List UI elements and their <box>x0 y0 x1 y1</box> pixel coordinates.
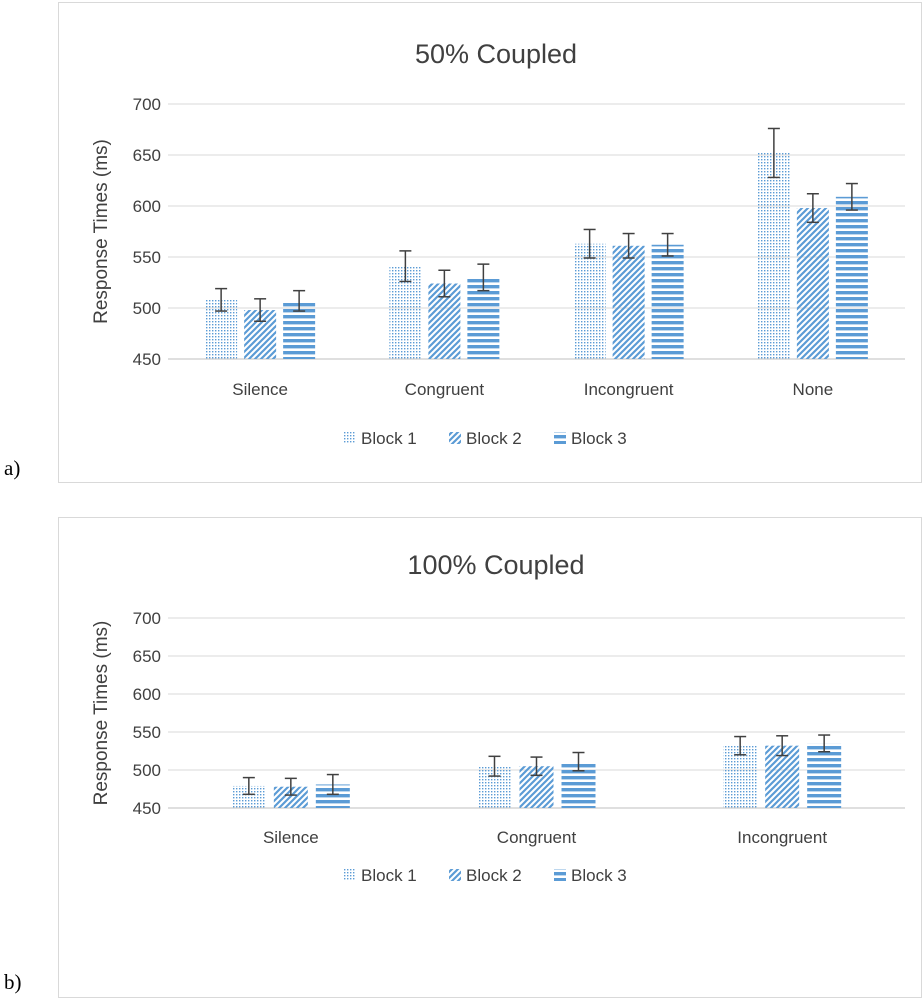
category-label: Congruent <box>497 828 577 847</box>
chart-panel-a: 50% Coupled 450 500 550 600 650 700 Response Ti… <box>58 2 922 483</box>
legend-swatch <box>554 432 566 444</box>
bar <box>612 245 645 359</box>
category-label: Silence <box>232 380 288 399</box>
panel-label-b: b) <box>4 970 22 994</box>
chart-title: 100% Coupled <box>407 550 584 580</box>
bar <box>835 196 868 359</box>
category-label: Congruent <box>405 380 485 399</box>
legend-label: Block 2 <box>466 866 522 885</box>
y-tick-label: 700 <box>133 95 161 114</box>
category-label: Incongruent <box>584 380 674 399</box>
y-tick-label: 700 <box>133 609 161 628</box>
y-tick-label: 450 <box>133 799 161 818</box>
y-axis-label: Response Times (ms) <box>91 139 112 324</box>
legend-label: Block 3 <box>571 429 627 448</box>
y-axis-label: Response Times (ms) <box>91 621 112 806</box>
legend-swatch <box>554 869 566 881</box>
category-label: None <box>793 380 834 399</box>
panel-label-a: a) <box>4 456 21 480</box>
chart-title: 50% Coupled <box>415 39 577 69</box>
legend-swatch <box>449 432 461 444</box>
legend-label: Block 1 <box>361 429 417 448</box>
y-tick-label: 500 <box>133 761 161 780</box>
bar <box>723 745 758 808</box>
y-tick-label: 550 <box>133 723 161 742</box>
bar <box>651 244 684 359</box>
bar <box>273 786 308 808</box>
y-tick-label: 600 <box>133 197 161 216</box>
bar <box>315 784 350 808</box>
legend-label: Block 3 <box>571 866 627 885</box>
y-tick-label: 600 <box>133 685 161 704</box>
legend-label: Block 2 <box>466 429 522 448</box>
bar <box>573 243 606 359</box>
category-label: Incongruent <box>737 828 827 847</box>
bar <box>796 208 829 359</box>
chart-panel-b: 100% Coupled 450 500 550 600 650 700 Response T… <box>58 517 922 998</box>
bar <box>757 152 790 359</box>
legend-swatch <box>344 432 356 444</box>
y-tick-label: 650 <box>133 647 161 666</box>
legend-label: Block 1 <box>361 866 417 885</box>
bar <box>231 785 266 808</box>
bar <box>807 743 842 808</box>
y-tick-label: 650 <box>133 146 161 165</box>
y-tick-label: 450 <box>133 350 161 369</box>
legend-swatch <box>344 869 356 881</box>
y-tick-label: 500 <box>133 299 161 318</box>
chart-50-coupled: 50% Coupled 450 500 550 600 650 700 Response Ti… <box>91 39 905 448</box>
y-tick-label: 550 <box>133 248 161 267</box>
category-label: Silence <box>263 828 319 847</box>
legend-swatch <box>449 869 461 881</box>
chart-100-coupled: 100% Coupled 450 500 550 600 650 700 Response T… <box>91 550 905 885</box>
